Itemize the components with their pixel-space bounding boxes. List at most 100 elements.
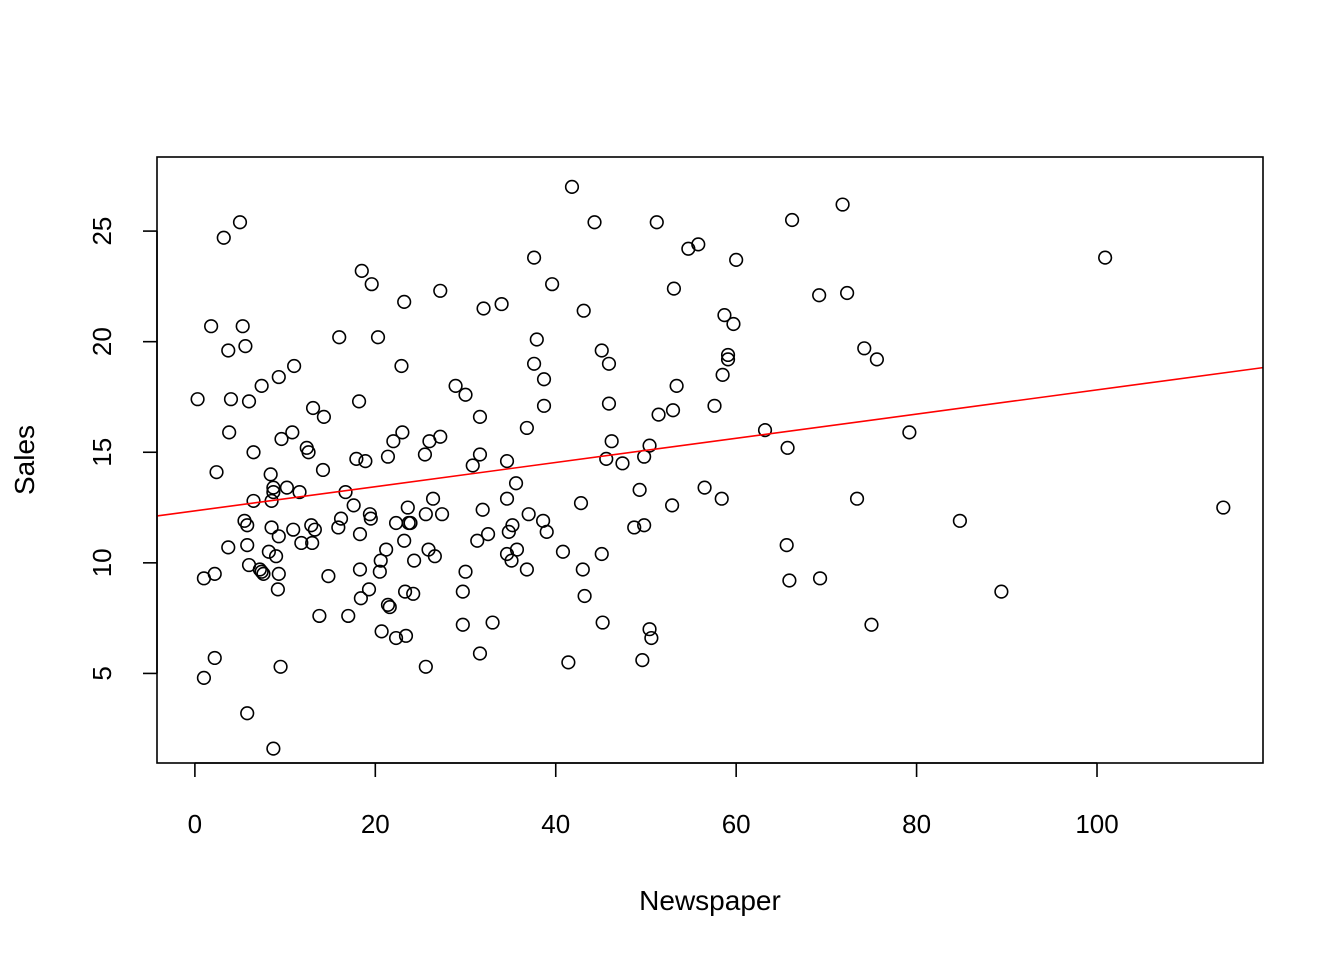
data-point <box>835 197 850 212</box>
data-point <box>395 425 410 440</box>
data-point <box>216 230 231 245</box>
data-point <box>363 511 378 526</box>
data-point <box>407 553 422 568</box>
data-point <box>472 447 488 462</box>
data-point <box>353 591 368 606</box>
x-tick-label: 40 <box>541 809 570 839</box>
data-point <box>271 529 286 544</box>
data-point <box>519 562 534 577</box>
data-point <box>714 491 729 506</box>
data-point <box>1098 250 1113 265</box>
data-point <box>575 562 590 577</box>
data-point <box>352 562 368 577</box>
data-point <box>472 409 488 424</box>
data-point <box>240 518 255 533</box>
data-point <box>398 628 414 643</box>
data-point <box>364 277 379 292</box>
plot-frame <box>156 156 1264 764</box>
data-point <box>499 491 515 506</box>
data-point <box>812 571 828 586</box>
data-point <box>545 277 560 292</box>
data-point <box>561 655 576 670</box>
points-layer <box>190 179 1231 756</box>
data-point <box>397 533 412 548</box>
data-point <box>238 338 253 354</box>
data-point <box>521 507 536 522</box>
data-point <box>458 387 473 402</box>
data-point <box>373 553 388 568</box>
data-point <box>305 535 320 551</box>
data-point <box>301 445 316 460</box>
data-point <box>427 549 442 564</box>
data-point <box>268 549 284 564</box>
data-point <box>448 378 463 394</box>
data-point <box>279 480 295 495</box>
data-point <box>338 484 353 500</box>
data-point <box>812 288 827 303</box>
data-point <box>240 538 255 553</box>
data-point <box>352 526 368 542</box>
data-point <box>601 356 617 371</box>
data-point <box>418 507 433 522</box>
data-point <box>370 330 386 345</box>
data-point <box>485 615 500 630</box>
data-point <box>349 451 364 466</box>
data-point <box>196 670 212 685</box>
data-point <box>782 573 797 588</box>
data-point <box>316 409 331 424</box>
data-point <box>470 533 485 548</box>
data-point <box>386 434 401 449</box>
data-point <box>222 425 237 440</box>
data-point <box>263 467 278 482</box>
data-point <box>691 237 706 252</box>
data-point <box>595 615 610 630</box>
data-point <box>394 358 409 374</box>
data-point <box>380 449 396 464</box>
data-point <box>779 538 794 553</box>
data-point <box>207 650 222 666</box>
data-point <box>994 584 1009 599</box>
data-point <box>380 597 396 612</box>
data-point <box>204 319 219 334</box>
y-tick-label: 20 <box>87 327 117 356</box>
data-point <box>642 622 657 637</box>
x-axis: 0 20 40 60 80 100 <box>188 762 1119 839</box>
x-tick-label: 20 <box>361 809 390 839</box>
data-point <box>406 586 421 601</box>
x-tick-label: 80 <box>902 809 931 839</box>
data-point <box>857 341 872 356</box>
fit-layer <box>157 366 1263 517</box>
data-point <box>601 396 617 411</box>
data-point <box>465 458 480 473</box>
data-point <box>529 332 544 347</box>
data-point <box>577 588 592 604</box>
data-point <box>254 378 269 394</box>
data-point <box>346 498 361 513</box>
data-point <box>632 482 647 497</box>
data-point <box>576 303 591 318</box>
data-point <box>315 462 331 478</box>
data-point <box>207 566 222 582</box>
data-point <box>271 369 286 385</box>
data-point <box>499 454 515 469</box>
data-point <box>455 617 470 632</box>
data-point <box>271 566 286 582</box>
data-point <box>274 431 289 447</box>
data-point <box>637 518 652 533</box>
y-tick-label: 15 <box>87 438 117 467</box>
data-point <box>519 420 534 436</box>
data-point <box>237 513 252 528</box>
data-point <box>358 454 373 469</box>
data-point <box>849 491 865 506</box>
data-point <box>594 546 609 562</box>
data-point <box>417 447 433 462</box>
data-point <box>509 542 525 557</box>
data-point <box>715 367 730 382</box>
data-point <box>726 316 741 332</box>
data-point <box>361 582 377 597</box>
x-tick-label: 60 <box>722 809 751 839</box>
data-point <box>475 502 490 517</box>
data-point <box>627 520 642 535</box>
data-point <box>354 263 369 279</box>
data-point <box>221 540 236 555</box>
